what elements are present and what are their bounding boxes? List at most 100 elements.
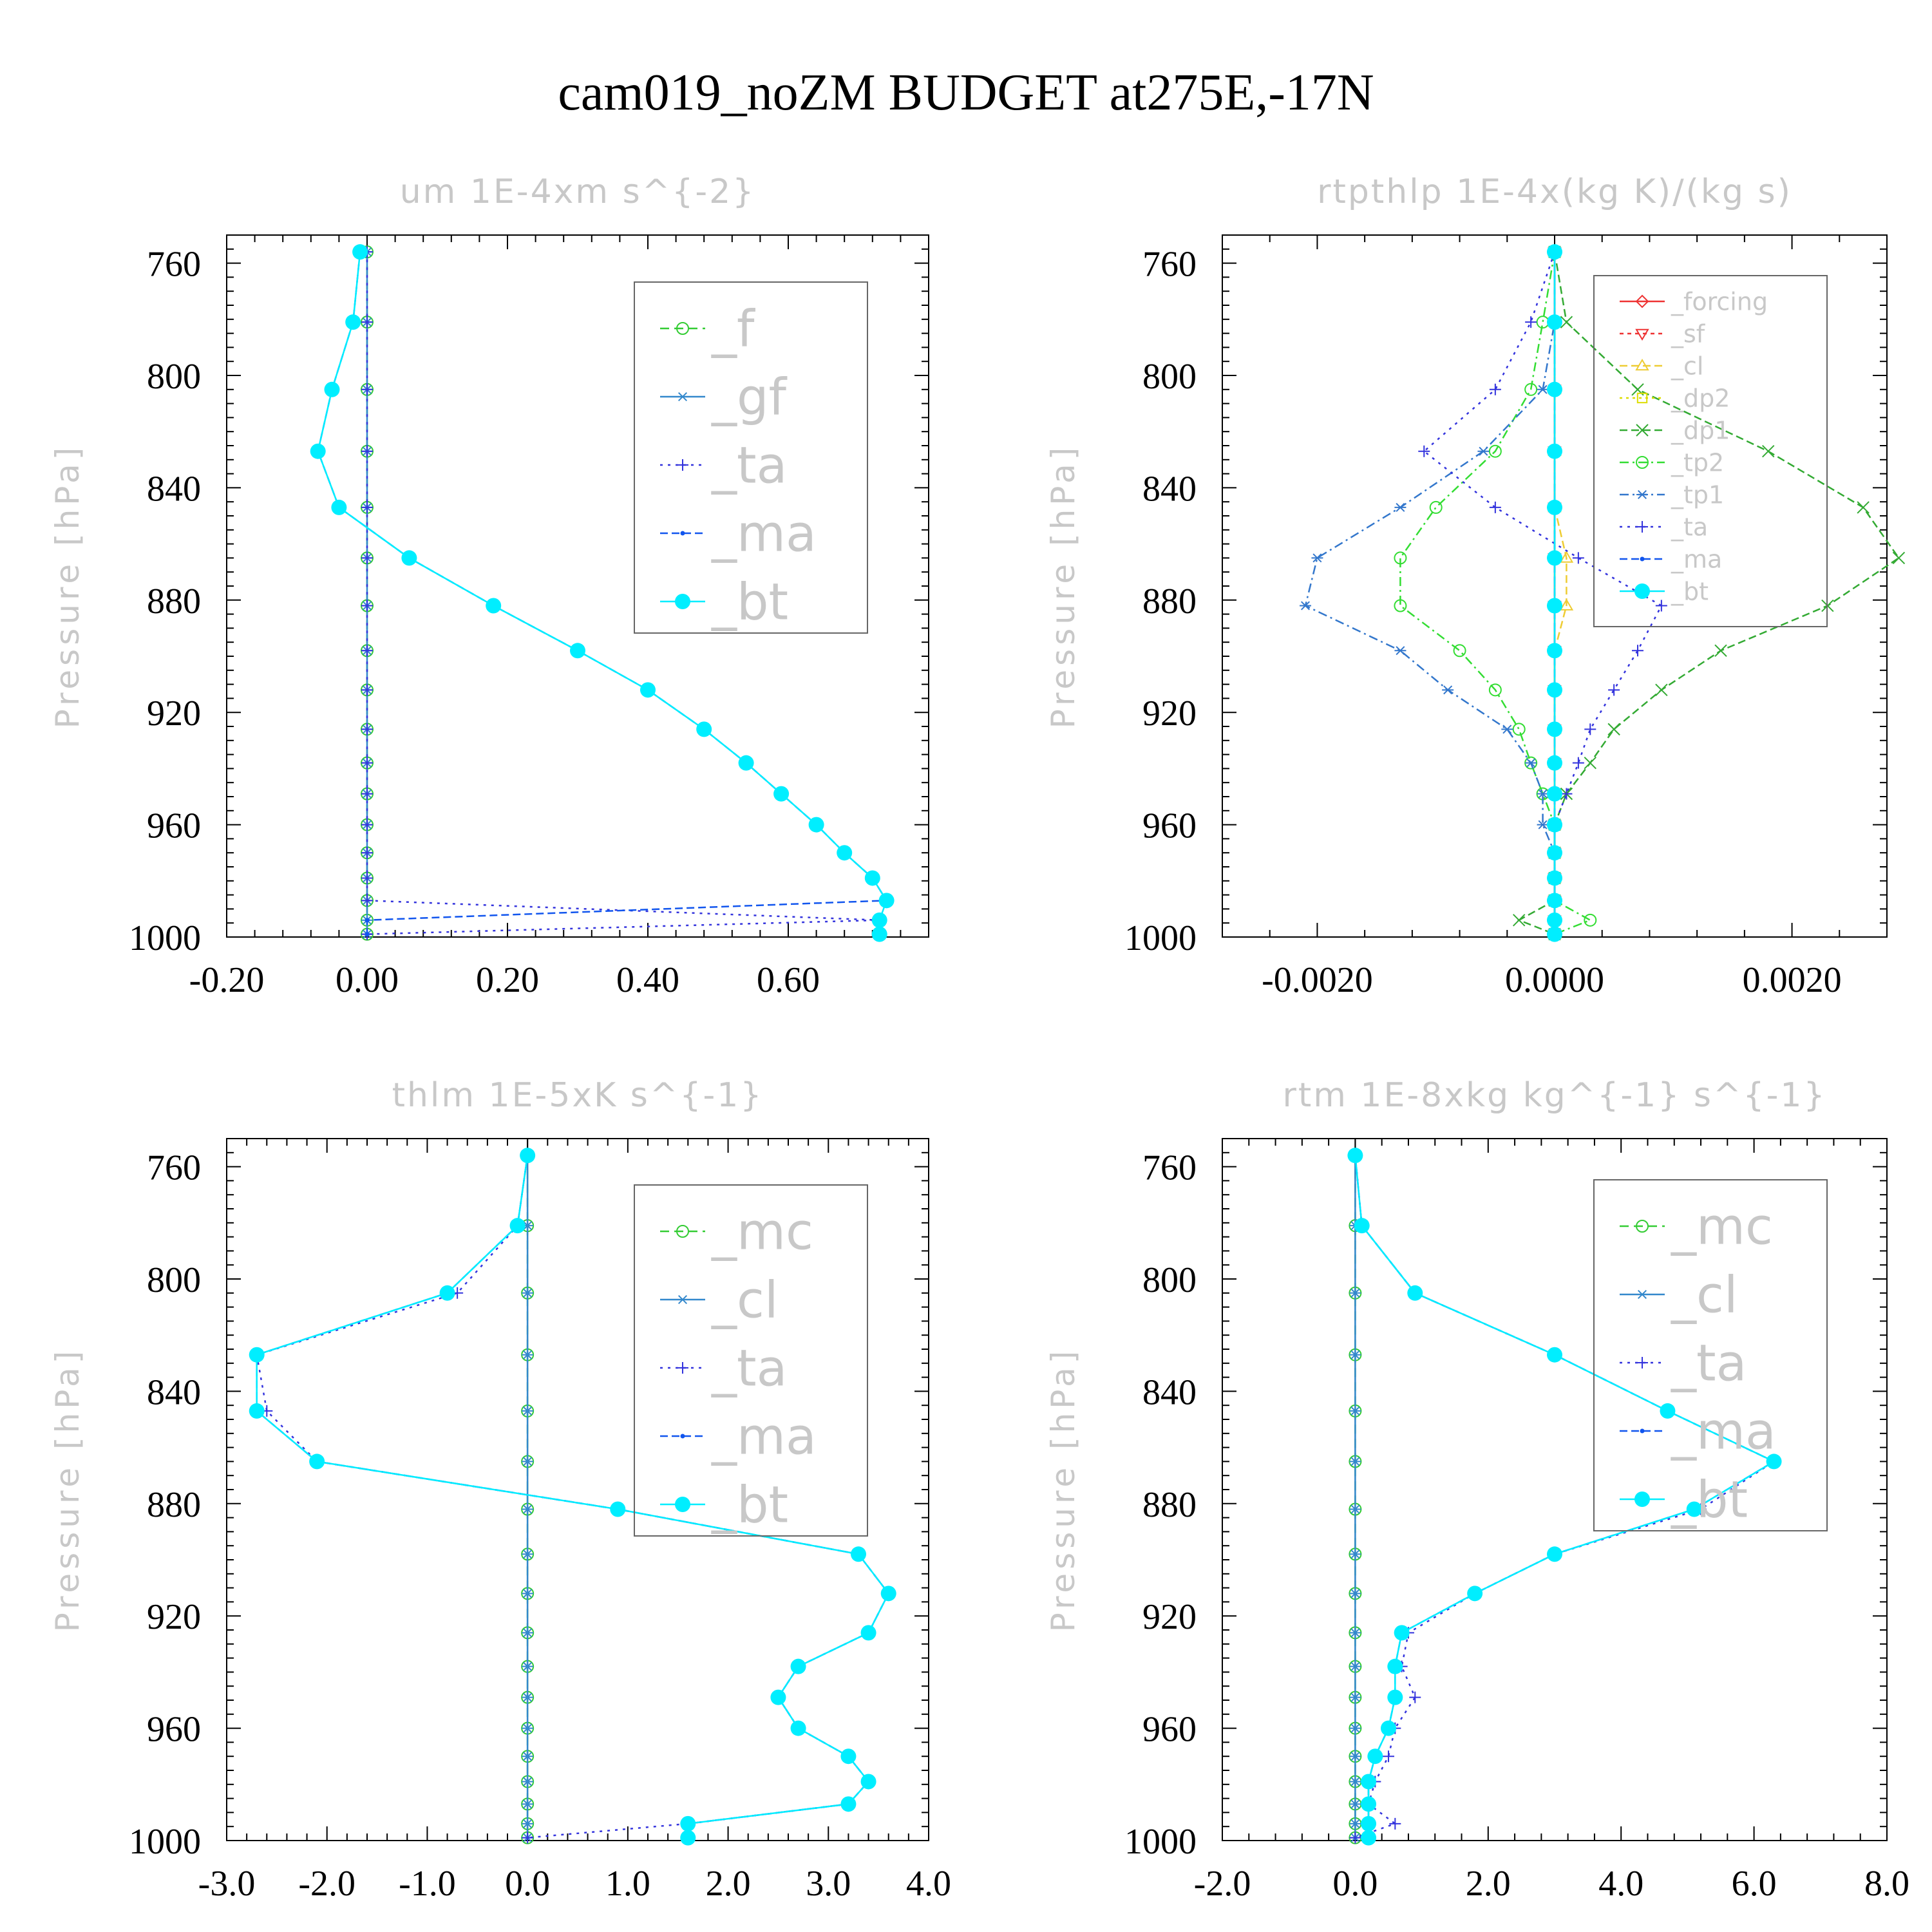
data-point: [1349, 1799, 1361, 1809]
legend-label: _bt: [711, 1476, 788, 1534]
data-point: [361, 383, 373, 395]
y-tick-label: 920: [147, 694, 201, 734]
y-tick-label: 880: [1142, 1485, 1197, 1525]
legend-marker: [1635, 328, 1649, 341]
data-point: [1489, 383, 1501, 395]
x-tick-label: 0.60: [757, 960, 820, 1000]
x-tick-label: 4.0: [1598, 1864, 1643, 1904]
series-bt: [1547, 244, 1562, 942]
data-point: [640, 682, 656, 698]
legend-label: _f: [711, 300, 755, 358]
data-point: [361, 788, 373, 800]
y-axis-label: Pressure [hPa]: [1045, 1347, 1082, 1633]
legend-marker: [1634, 583, 1650, 599]
data-point: [851, 1546, 866, 1562]
panel-title: rtm 1E-8xkg kg^{-1} s^{-1}: [1282, 1076, 1826, 1115]
legend-label: _tp1: [1671, 480, 1724, 509]
data-point: [1655, 600, 1667, 612]
legend-label: _bt: [1671, 1471, 1748, 1529]
data-point: [1361, 1774, 1377, 1790]
legend-marker: [1635, 294, 1649, 308]
x-tick-label: 0.40: [616, 960, 679, 1000]
y-tick-label: 880: [147, 1485, 201, 1525]
x-tick-label: 2.0: [1466, 1864, 1511, 1904]
legend-marker: [1636, 424, 1649, 437]
data-point: [1572, 552, 1584, 564]
data-point: [310, 443, 326, 459]
data-point: [522, 1288, 534, 1298]
figure-title: cam019_noZM BUDGET at275E,-17N: [558, 64, 1374, 121]
data-point: [1547, 443, 1562, 459]
data-point: [871, 912, 887, 928]
data-point: [365, 918, 370, 923]
data-point: [1501, 724, 1513, 734]
data-point: [696, 721, 712, 737]
data-point: [1394, 502, 1406, 512]
data-point: [1349, 1406, 1361, 1416]
data-point: [249, 1403, 265, 1419]
panels-group: um 1E-4xm s^{-2} Pressure [hPa] 760 800 840 8…: [49, 173, 1909, 1904]
data-point: [365, 932, 370, 937]
legend-label: _mc: [711, 1203, 813, 1261]
data-point: [361, 501, 373, 513]
data-point: [1547, 786, 1562, 802]
series-line: [1517, 251, 1900, 935]
data-point: [680, 1815, 696, 1832]
legend-entry: _cl: [1620, 1266, 1738, 1324]
data-point: [1547, 244, 1562, 260]
data-point: [1349, 1549, 1361, 1559]
legend-entry: _bt: [660, 573, 788, 631]
series-bt: [249, 1148, 896, 1846]
data-point: [1442, 685, 1454, 695]
data-point: [1429, 500, 1443, 514]
data-point: [1766, 1454, 1782, 1470]
data-point: [738, 755, 754, 771]
data-point: [1762, 445, 1775, 458]
data-point: [1381, 1720, 1396, 1736]
data-point: [309, 1454, 325, 1470]
data-point: [324, 381, 340, 397]
x-tick-label: 0.00: [336, 960, 399, 1000]
data-point: [1547, 1347, 1562, 1363]
y-tick-label: 840: [147, 1372, 201, 1412]
legend-marker: [1635, 359, 1649, 371]
data-point: [1686, 1501, 1702, 1517]
data-point: [880, 1586, 896, 1602]
x-tick-label: 0.0: [1332, 1864, 1378, 1904]
panel-title: um 1E-4xm s^{-2}: [400, 173, 756, 211]
x-tick-label: 0.20: [476, 960, 539, 1000]
x-tick-label: -3.0: [198, 1864, 256, 1904]
data-point: [1547, 893, 1562, 909]
data-point: [361, 445, 373, 457]
legend-entry: _dp1: [1620, 416, 1730, 444]
data-point: [1608, 684, 1620, 696]
x-tick-label: 0.0000: [1505, 960, 1604, 1000]
y-tick-label: 800: [147, 357, 201, 397]
data-point: [840, 1796, 857, 1812]
data-point: [1394, 646, 1406, 656]
legend-entry: _forcing: [1620, 287, 1768, 316]
series-cl: [522, 1151, 534, 1842]
x-tick-label: 4.0: [906, 1864, 951, 1904]
series-ma: [316, 249, 889, 937]
data-point: [1559, 551, 1574, 563]
plot-frame: [226, 1138, 929, 1841]
data-point: [1367, 1748, 1383, 1765]
data-point: [522, 1457, 534, 1466]
data-point: [1349, 1350, 1361, 1359]
y-tick-label: 920: [1142, 694, 1197, 734]
x-tick-label: 8.0: [1864, 1864, 1909, 1904]
legend-marker: [680, 531, 685, 536]
series-line: [1304, 252, 1556, 934]
data-point: [1349, 1819, 1361, 1828]
data-point: [1547, 912, 1562, 928]
legend-label: _ma: [711, 505, 817, 563]
legend-label: _bt: [711, 573, 788, 631]
data-point: [837, 845, 853, 861]
legend-marker: [1636, 392, 1648, 404]
data-point: [522, 1777, 534, 1786]
data-point: [1300, 601, 1311, 611]
data-point: [1537, 820, 1549, 829]
data-point: [1354, 1218, 1370, 1234]
data-point: [1584, 913, 1597, 927]
